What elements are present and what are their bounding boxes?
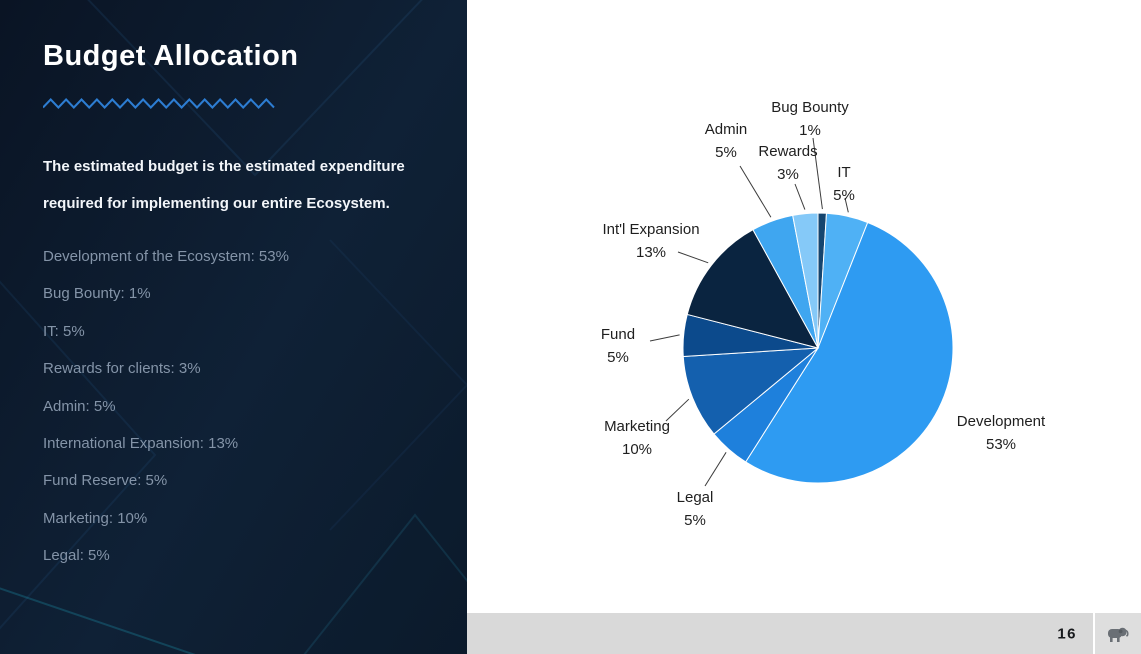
pie-slice-int-l-expansion: [686, 229, 819, 349]
pie-slice-marketing: [682, 347, 820, 435]
pie-leader-line: [739, 165, 772, 218]
intro-line-2: required for implementing our entire Eco…: [43, 195, 390, 212]
list-item-rewards: Rewards for clients: 3%: [43, 360, 201, 378]
intro-line-1: The estimated budget is the estimated ex…: [43, 158, 405, 175]
elephant-logo-icon: [1108, 627, 1129, 642]
logo-box: [1095, 613, 1141, 654]
zigzag-line: [43, 98, 275, 109]
pie-leader-line: [794, 183, 806, 210]
pie-label-marketing: Marketing 10%: [604, 418, 670, 458]
intro-text: The estimated budget is the estimated ex…: [43, 148, 431, 222]
zigzag-divider: [43, 98, 275, 109]
list-item-bug-bounty: Bug Bounty: 1%: [43, 285, 151, 303]
footer-bar: 16: [467, 613, 1093, 654]
list-item-admin: Admin: 5%: [43, 397, 116, 415]
pie-label-int-l-expansion: Int'l Expansion 13%: [602, 221, 699, 261]
page-title: Budget Allocation: [43, 40, 299, 72]
pie-leader-line: [844, 197, 849, 213]
chart-area: Bug Bounty 1% IT 5% Development 53% Legal 5% Mar…: [467, 0, 1141, 654]
pie-leader-line: [649, 334, 680, 342]
pie-label-legal: Legal 5%: [677, 489, 714, 529]
pie-chart: Bug Bounty 1% IT 5% Development 53% Legal 5%Mar…: [601, 99, 1046, 529]
pie-slice-development: [744, 221, 954, 484]
pie-leader-line: [704, 452, 727, 487]
list-item-marketing: Marketing: 10%: [43, 509, 148, 527]
pie-label-bug-bounty: Bug Bounty 1%: [771, 99, 849, 139]
pie-slice-rewards: [792, 212, 819, 349]
pie-label-admin: Admin 5%: [705, 121, 748, 161]
budget-list: Development of the Ecosystem: 53% Bug Bo…: [43, 238, 431, 575]
pie-label-rewards: Rewards 3%: [758, 143, 817, 183]
list-item-legal: Legal: 5%: [43, 547, 110, 565]
pie-label-fund: Fund 5%: [601, 326, 635, 366]
list-item-fund: Fund Reserve: 5%: [43, 472, 168, 490]
list-item-intl: International Expansion: 13%: [43, 435, 239, 453]
pie-label-it: IT 5%: [833, 164, 855, 204]
pie-label-development: Development 53%: [957, 413, 1046, 453]
left-panel: Budget Allocation The estimated budget i…: [0, 0, 467, 654]
list-item-development: Development of the Ecosystem: 53%: [43, 248, 289, 265]
pie-leader-line: [677, 251, 709, 264]
pie-leader-line: [665, 398, 690, 422]
list-item-it: IT: 5%: [43, 322, 85, 340]
page-number: 16: [1057, 625, 1077, 642]
pie-leader-line: [812, 137, 823, 210]
